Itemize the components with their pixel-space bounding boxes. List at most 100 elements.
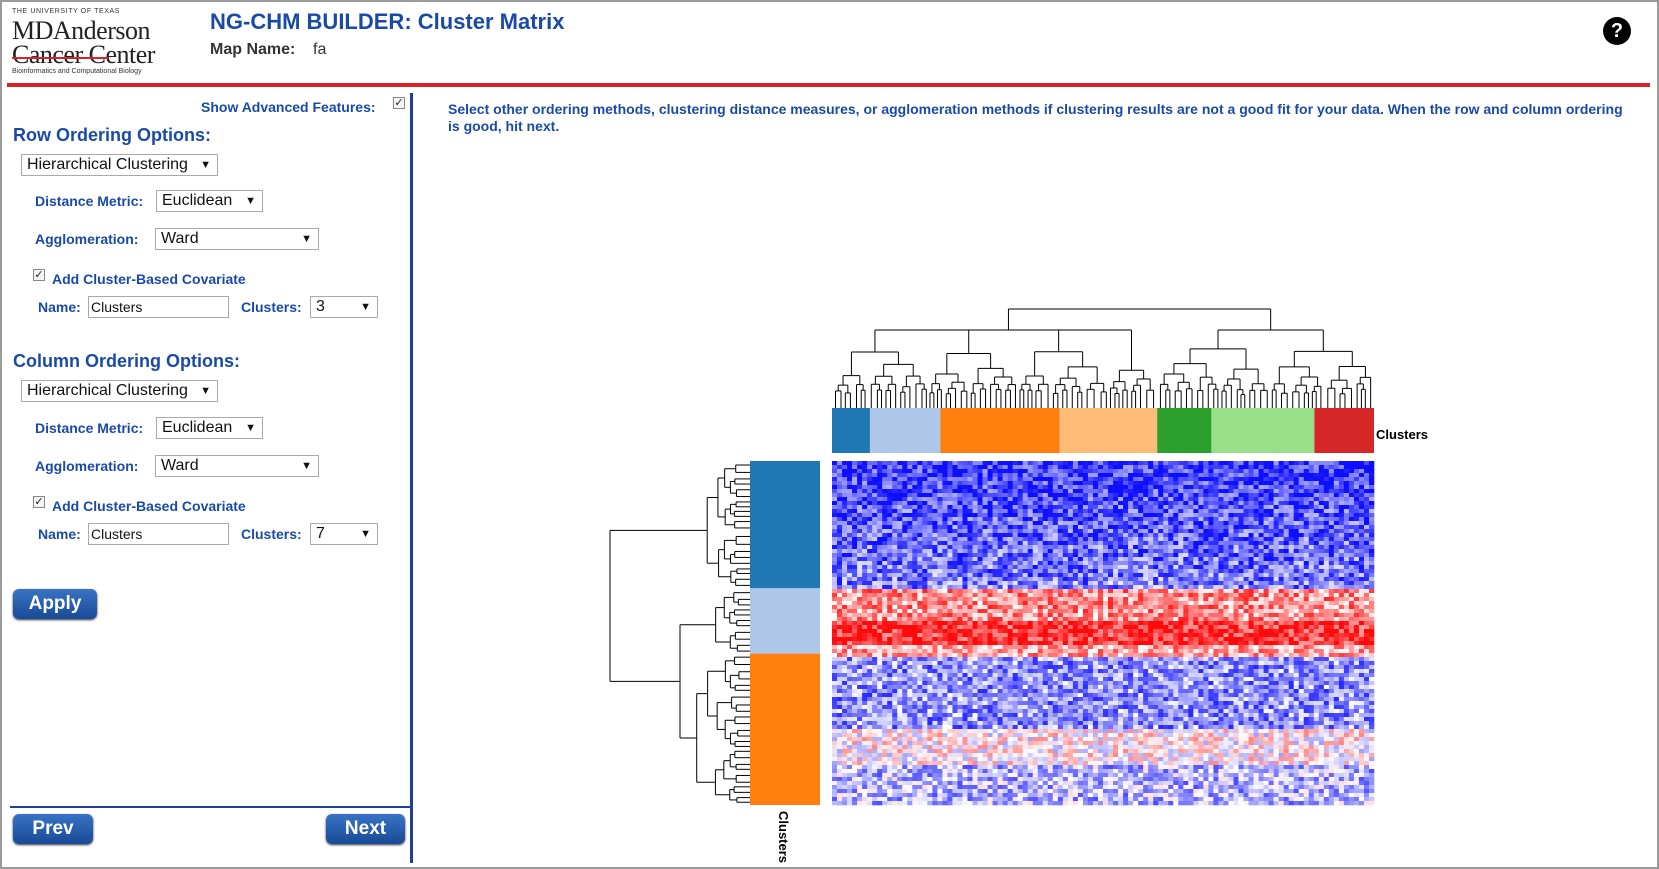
heatmap-cell <box>952 569 958 574</box>
heatmap-cell <box>1283 557 1289 562</box>
row-covariate-checkbox[interactable]: ✓ <box>33 269 45 281</box>
question-circle-icon[interactable]: ? <box>1603 17 1631 45</box>
heatmap-cell <box>912 485 918 490</box>
heatmap-cell <box>1218 485 1224 490</box>
heatmap-cell <box>1283 573 1289 578</box>
heatmap-cell <box>972 585 978 590</box>
heatmap-cell <box>1153 465 1159 470</box>
heatmap-cell <box>907 469 913 474</box>
column-covariate-name-input[interactable]: Clusters <box>88 523 229 545</box>
heatmap-cell <box>947 565 953 570</box>
heatmap-cell <box>1233 613 1239 618</box>
heatmap-cell <box>962 533 968 538</box>
heatmap-cell <box>1097 569 1104 574</box>
heatmap-cell <box>1328 525 1335 530</box>
heatmap-cell <box>1047 617 1054 622</box>
heatmap-cell <box>882 553 888 558</box>
heatmap-cell <box>1208 613 1214 618</box>
column-agglomeration-select[interactable]: Ward ▼ <box>155 455 319 477</box>
heatmap-cell <box>1077 489 1084 494</box>
heatmap-cell <box>977 581 983 586</box>
row-agglomeration-select[interactable]: Ward ▼ <box>155 228 319 250</box>
heatmap-cell <box>912 501 918 506</box>
heatmap-cell <box>957 473 963 478</box>
heatmap-cell <box>1248 565 1254 570</box>
heatmap-cell <box>992 605 998 610</box>
heatmap-cell <box>1248 569 1254 574</box>
row-clusters-select[interactable]: 3 ▼ <box>310 296 378 318</box>
heatmap-cell <box>1062 541 1069 546</box>
heatmap-cell <box>867 517 873 522</box>
row-covariate-name-input[interactable]: Clusters <box>88 296 229 318</box>
next-button[interactable]: Next <box>326 814 405 844</box>
heatmap-cell <box>917 573 923 578</box>
column-covariate-checkbox[interactable]: ✓ <box>33 496 45 508</box>
heatmap-cell <box>982 497 988 502</box>
heatmap-cell <box>1027 581 1034 586</box>
heatmap-cell <box>1358 477 1365 482</box>
heatmap-cell <box>1067 557 1074 562</box>
prev-button[interactable]: Prev <box>13 814 93 844</box>
heatmap-matrix[interactable] <box>832 461 1375 806</box>
row-ordering-method-select[interactable]: Hierarchical Clustering ▼ <box>21 154 218 176</box>
heatmap-cell <box>947 485 953 490</box>
heatmap-cell <box>1363 517 1370 522</box>
heatmap-cell <box>1223 513 1229 518</box>
heatmap-cell <box>1067 529 1074 534</box>
apply-button[interactable]: Apply <box>13 589 97 619</box>
heatmap-cell <box>1293 593 1300 598</box>
heatmap-cell <box>952 541 958 546</box>
heatmap-cell <box>1368 589 1375 594</box>
heatmap-cell <box>1298 545 1305 550</box>
heatmap-cell <box>907 581 913 586</box>
heatmap-cell <box>1248 557 1254 562</box>
heatmap-cell <box>1323 513 1330 518</box>
heatmap-cell <box>1042 485 1049 490</box>
heatmap-cell <box>1233 465 1239 470</box>
heatmap-cell <box>1108 561 1114 566</box>
heatmap-cell <box>1173 541 1179 546</box>
heatmap-cell <box>887 509 893 514</box>
heatmap-cell <box>1258 541 1264 546</box>
heatmap-cell <box>1223 601 1229 606</box>
heatmap-cell <box>1138 525 1144 530</box>
heatmap-cell <box>877 469 883 474</box>
show-advanced-checkbox[interactable]: ✓ <box>393 97 405 109</box>
column-distance-select[interactable]: Euclidean ▼ <box>156 417 263 439</box>
heatmap-cell <box>1092 605 1099 610</box>
heatmap-cell <box>892 541 898 546</box>
heatmap-cell <box>1273 561 1279 566</box>
heatmap-cell <box>1283 489 1289 494</box>
heatmap-cell <box>1057 545 1064 550</box>
heatmap-cell <box>947 497 953 502</box>
row-distance-select[interactable]: Euclidean ▼ <box>156 190 263 212</box>
heatmap-cell <box>857 597 863 602</box>
heatmap-cell <box>1243 529 1249 534</box>
heatmap-cell <box>862 613 868 618</box>
heatmap-cell <box>832 565 838 570</box>
heatmap-cell <box>1363 533 1370 538</box>
heatmap-cell <box>1363 541 1370 546</box>
heatmap-cell <box>877 549 883 554</box>
heatmap-cell <box>892 485 898 490</box>
column-clusters-select[interactable]: 7 ▼ <box>310 523 378 545</box>
heatmap-cell <box>1288 573 1295 578</box>
heatmap-cell <box>1143 497 1149 502</box>
heatmap-cell <box>1087 565 1094 570</box>
heatmap-cell <box>1153 489 1159 494</box>
heatmap-cell <box>1002 509 1008 514</box>
heatmap-cell <box>837 573 843 578</box>
heatmap-cell <box>1052 617 1059 622</box>
heatmap-cell <box>1022 525 1029 530</box>
heatmap-cell <box>1358 581 1365 586</box>
heatmap-cell <box>887 501 893 506</box>
heatmap-cell <box>832 493 838 498</box>
heatmap-cell <box>1198 593 1204 598</box>
heatmap-cell <box>992 549 998 554</box>
heatmap-cell <box>1298 505 1305 510</box>
column-ordering-method-select[interactable]: Hierarchical Clustering ▼ <box>21 380 218 402</box>
heatmap-cell <box>1263 461 1269 466</box>
heatmap-cell <box>897 525 903 530</box>
heatmap-cell <box>1203 529 1209 534</box>
heatmap-cell <box>1133 549 1139 554</box>
